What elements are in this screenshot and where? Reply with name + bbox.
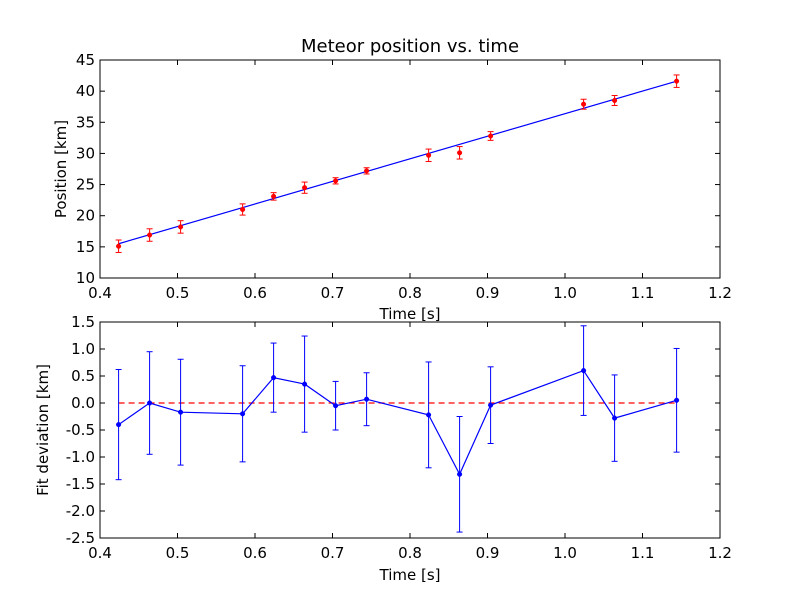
data-point — [612, 415, 618, 421]
data-point — [612, 97, 618, 104]
x-axis-ticks: 0.4 0.5 0.6 0.7 0.8 0.9 1.0 1.1 1.2 — [88, 60, 732, 302]
data-point — [271, 193, 277, 199]
x-axis-label: Time [s] — [379, 305, 441, 323]
x-tick-label: 0.4 — [88, 544, 112, 562]
data-point — [426, 412, 432, 418]
x-tick-label: 0.5 — [166, 284, 190, 302]
x-axis-label: Time [s] — [379, 566, 441, 584]
y-tick-label: 0.0 — [71, 394, 95, 412]
deviation-line-group — [118, 369, 677, 476]
data-point — [147, 232, 153, 238]
data-point — [457, 471, 463, 477]
x-tick-label: 1.0 — [553, 544, 577, 562]
data-point — [674, 397, 680, 403]
data-point — [426, 152, 432, 158]
data-point — [271, 375, 277, 381]
y-tick-label: -2.0 — [66, 502, 95, 520]
y-tick-label: 30 — [76, 144, 95, 162]
y-tick-label: 1.5 — [71, 313, 95, 331]
x-tick-label: 0.6 — [243, 544, 267, 562]
y-tick-label: -1.0 — [66, 448, 95, 466]
data-points-group — [115, 74, 680, 253]
y-tick-label: -1.5 — [66, 475, 95, 493]
plot-area — [99, 59, 721, 279]
x-tick-label: 0.9 — [476, 544, 500, 562]
position-chart: Meteor position vs. time 0.4 0.5 0.6 0.7 0.8… — [52, 36, 732, 323]
data-point — [488, 402, 494, 408]
data-point — [364, 168, 370, 174]
data-point — [581, 101, 587, 107]
data-point — [302, 185, 308, 191]
x-tick-label: 0.7 — [321, 544, 345, 562]
data-points-group — [115, 325, 680, 533]
x-tick-label: 0.9 — [476, 284, 500, 302]
x-tick-label: 0.4 — [88, 284, 112, 302]
deviation-chart: 0.4 0.5 0.6 0.7 0.8 0.9 1.0 1.1 1.2 -2.5 -2.0 -1.5… — [34, 313, 732, 584]
y-tick-label: 15 — [76, 238, 95, 256]
deviation-line — [118, 369, 677, 476]
data-point — [116, 243, 122, 249]
plot-area — [99, 321, 721, 539]
data-point — [674, 78, 680, 84]
y-tick-label: 25 — [76, 176, 95, 194]
y-axis-ticks: -2.5 -2.0 -1.5 -1.0 -0.5 0.0 0.5 1.0 1.5 — [66, 313, 720, 547]
x-tick-label: 0.8 — [398, 544, 422, 562]
x-axis-ticks: 0.4 0.5 0.6 0.7 0.8 0.9 1.0 1.1 1.2 — [88, 322, 732, 562]
y-tick-label: 20 — [76, 207, 95, 225]
y-axis-label: Position [km] — [52, 120, 70, 218]
x-tick-label: 1.1 — [631, 284, 655, 302]
data-point — [333, 178, 339, 184]
data-point — [457, 150, 463, 156]
x-tick-label: 0.8 — [398, 284, 422, 302]
data-point — [116, 422, 122, 428]
data-point — [240, 206, 246, 213]
data-point — [240, 411, 246, 417]
x-tick-label: 0.6 — [243, 284, 267, 302]
data-point — [333, 403, 339, 409]
chart-title: Meteor position vs. time — [301, 36, 519, 57]
x-tick-label: 1.2 — [708, 284, 732, 302]
data-point — [178, 409, 184, 415]
y-tick-label: -0.5 — [66, 421, 95, 439]
data-point — [147, 400, 153, 406]
x-tick-label: 1.0 — [553, 284, 577, 302]
y-axis-label: Fit deviation [km] — [34, 364, 52, 496]
y-tick-label: 40 — [76, 82, 95, 100]
x-tick-label: 0.5 — [166, 544, 190, 562]
y-tick-label: 35 — [76, 113, 95, 131]
x-tick-label: 1.2 — [708, 544, 732, 562]
data-point — [178, 224, 184, 230]
data-point — [302, 381, 308, 387]
y-tick-label: -2.5 — [66, 529, 95, 547]
data-point — [488, 133, 494, 139]
y-tick-label: 1.0 — [71, 340, 95, 358]
y-tick-label: 10 — [76, 269, 95, 287]
y-axis-ticks: 10 15 20 25 30 35 40 45 — [76, 51, 720, 287]
y-tick-label: 0.5 — [71, 367, 95, 385]
y-tick-label: 45 — [76, 51, 95, 69]
x-tick-label: 1.1 — [631, 544, 655, 562]
data-point — [364, 396, 370, 402]
data-point — [581, 368, 587, 374]
x-tick-label: 0.7 — [321, 284, 345, 302]
